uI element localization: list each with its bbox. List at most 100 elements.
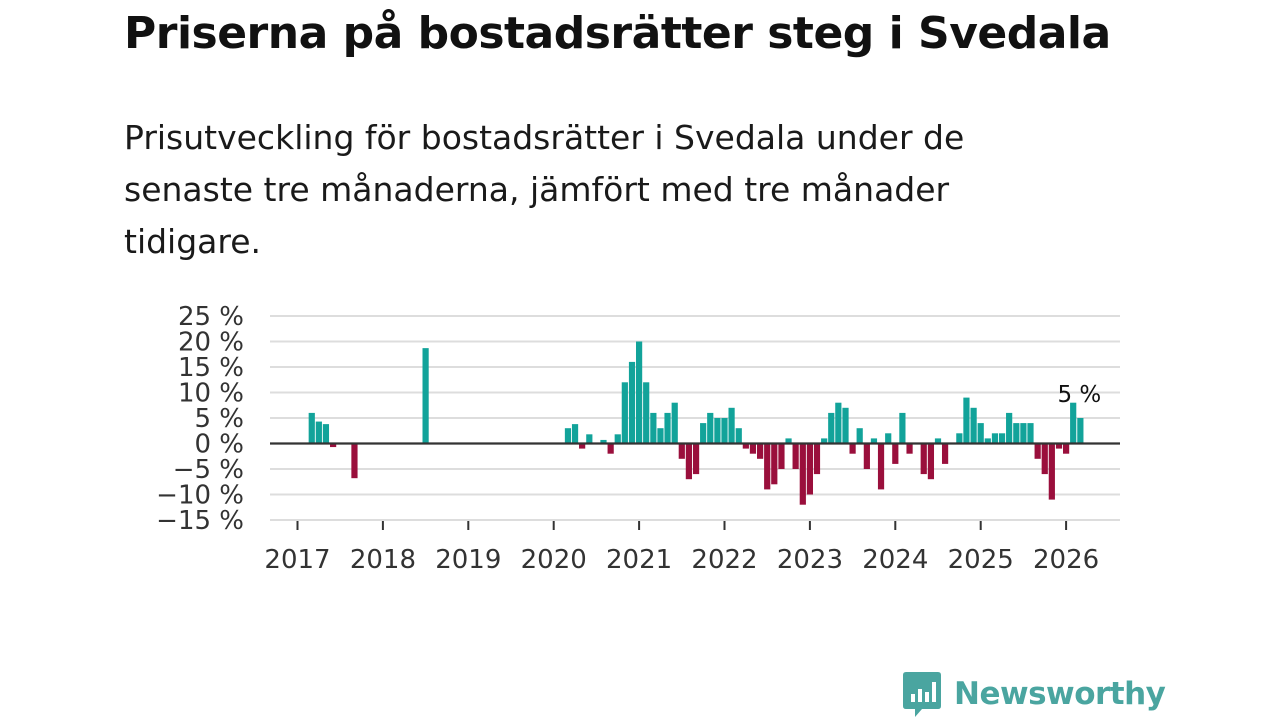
bar [828,412,835,444]
bar [977,423,984,444]
bar [906,443,913,454]
chart-subtitle: Prisutveckling för bostadsrätter i Sveda… [124,118,965,261]
y-tick-label: −5 % [173,455,244,485]
bar [600,439,607,444]
x-tick-label: 2022 [691,545,757,575]
bar [757,443,764,459]
y-tick-label: 0 % [194,430,244,460]
bar [970,407,977,444]
x-tick-label: 2019 [435,545,501,575]
bar [692,443,700,475]
bar [870,438,878,444]
last-value-label: 5 % [1057,382,1101,408]
bar-chart: 25 %20 %15 %10 %5 %0 %−5 %−10 %−15 % 201… [156,302,1120,575]
bar [1034,443,1041,459]
bar [863,443,870,469]
bar [1070,402,1077,444]
bar [1041,443,1048,475]
annotations: 5 % [1057,382,1101,408]
bar [984,438,991,444]
bar [920,443,927,475]
bar [771,443,778,485]
bar [998,433,1006,444]
y-tick-label: 10 % [178,379,244,409]
bar [351,443,358,479]
bar [1013,423,1020,444]
bar [991,433,999,444]
bar [941,443,949,464]
bar [885,433,892,444]
bar [621,382,628,444]
bar [614,434,621,444]
bar [330,443,337,448]
y-tick-label: −10 % [156,481,244,511]
y-tick-label: 25 % [178,302,244,332]
y-tick-label: 15 % [178,353,244,383]
bar [799,443,806,505]
bar [806,443,813,495]
bar [728,407,735,444]
bar [892,443,899,464]
newsworthy-logo-icon [903,672,941,717]
bar [664,412,671,444]
bar [735,428,742,444]
bar [1077,418,1084,444]
x-tick-label: 2021 [606,545,672,575]
newsworthy-logo: Newsworthy [902,670,1166,718]
bar [315,421,322,444]
chart-title: Priserna på bostadsrätter steg i Svedala [124,8,1111,59]
bar [792,443,799,469]
bar [1055,443,1063,449]
bar [586,434,593,444]
bar [1006,412,1013,444]
x-tick-label: 2024 [862,545,928,575]
bar [700,423,707,444]
gridlines [270,315,1120,521]
bar [1027,423,1034,444]
bar [657,428,664,444]
y-tick-label: 5 % [194,404,244,434]
bar [564,428,572,444]
x-tick-label: 2023 [777,545,843,575]
bar [607,443,614,454]
bar [636,341,643,444]
bar [643,382,650,444]
bar [650,412,657,444]
bar [856,428,863,444]
bar [685,443,692,480]
bar [678,443,685,459]
x-tick-label: 2026 [1033,545,1099,575]
bar [749,443,757,454]
bar [877,443,885,490]
bar-series [308,341,1084,505]
bar [849,443,856,454]
bar [934,438,942,444]
bar [671,402,678,444]
bar [835,402,842,444]
bar [422,348,429,444]
bar [721,418,728,444]
bar [1063,443,1070,454]
bar [899,412,906,444]
bar [956,433,963,444]
bar [778,443,785,469]
x-axis: 2017 2018 2019 2020 2021 2022 2023 2024 2025 2026 [264,521,1099,575]
x-tick-label: 2017 [264,545,330,575]
y-tick-label: 20 % [178,328,244,358]
bar [308,412,315,444]
y-tick-label: −15 % [156,506,244,536]
x-tick-label: 2020 [521,545,587,575]
bar [842,407,849,444]
x-tick-label: 2018 [350,545,416,575]
bar [322,424,330,444]
y-axis: 25 %20 %15 %10 %5 %0 %−5 %−10 %−15 % [156,302,244,536]
bar [707,412,714,444]
bar [571,424,579,444]
brand-name: Newsworthy [954,676,1166,712]
bar [821,438,828,444]
bar [963,397,970,444]
x-tick-label: 2025 [948,545,1014,575]
bar [785,438,792,444]
bar [628,361,636,444]
bar [764,443,771,490]
